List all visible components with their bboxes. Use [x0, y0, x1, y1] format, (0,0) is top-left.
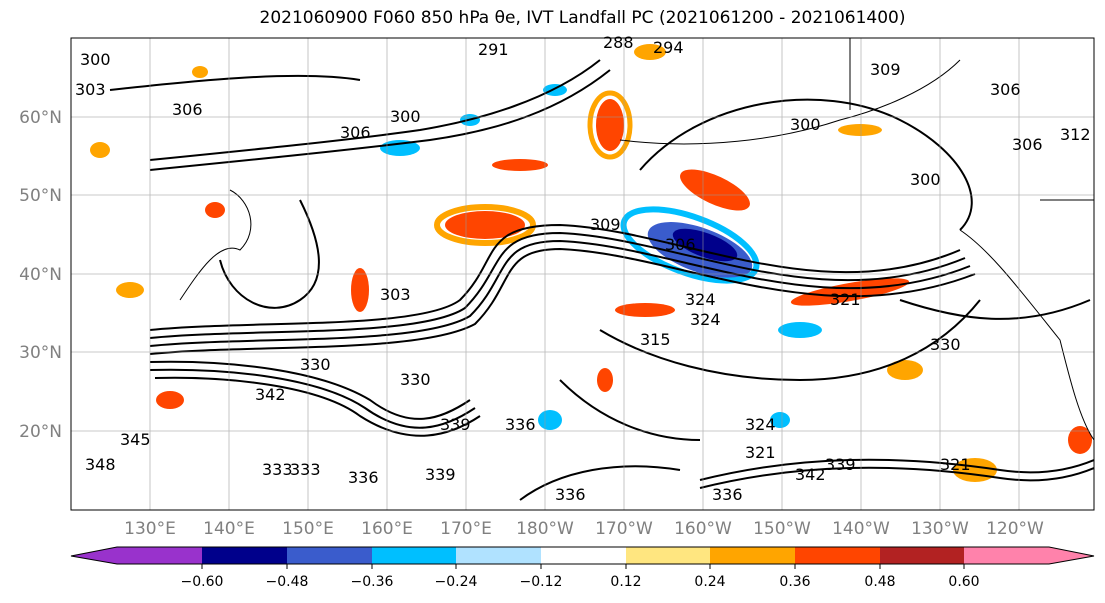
map-frame [70, 37, 1095, 511]
lat-label: 50°N [19, 186, 62, 206]
contour-label: 306 [665, 235, 696, 254]
contour-label: 306 [1012, 135, 1043, 154]
lat-label: 20°N [19, 422, 62, 442]
contour-label: 315 [640, 330, 671, 349]
colorbar-seg-0 [71, 547, 202, 564]
lat-label: 30°N [19, 343, 62, 363]
lon-label: 130°W [911, 519, 969, 539]
contour-label: 324 [685, 290, 716, 309]
contour-label: 339 [825, 455, 856, 474]
colorbar-seg-5 [541, 547, 626, 564]
contour-label: 324 [745, 415, 776, 434]
contour-label: 345 [120, 430, 151, 449]
colorbar-tick-label: 0.48 [864, 574, 895, 590]
latitude-labels: 60°N 50°N 40°N 30°N 20°N [19, 108, 62, 442]
contour-label: 321 [830, 290, 861, 309]
contour-label: 330 [300, 355, 331, 374]
contour-label: 333 [290, 460, 321, 479]
lon-label: 170°E [440, 519, 492, 539]
colorbar-tick-label: 0.36 [779, 574, 810, 590]
colorbar-seg-8 [795, 547, 880, 564]
contour-label: 321 [745, 443, 776, 462]
contour-label: 330 [930, 335, 961, 354]
contour-label-group: 291 288 294 300 303 306 306 300 300 309 … [75, 33, 1091, 504]
lon-label: 170°W [595, 519, 653, 539]
contour-label: 300 [390, 107, 421, 126]
colorbar-seg-2 [287, 547, 372, 564]
contour-label: 306 [990, 80, 1021, 99]
colorbar-tick-label: −0.48 [266, 574, 309, 590]
contour-label: 300 [790, 115, 821, 134]
lon-label: 180°W [516, 519, 574, 539]
colorbar-seg-1 [202, 547, 287, 564]
colorbar: −0.60 −0.48 −0.36 −0.24 −0.12 0.12 0.24 … [70, 546, 1095, 590]
contour-label: 312 [1060, 125, 1091, 144]
colorbar-seg-6 [626, 547, 710, 564]
coastlines [179, 38, 1094, 441]
contour-label: 324 [690, 310, 721, 329]
contour-label: 300 [80, 50, 111, 69]
contour-label: 288 [603, 33, 634, 52]
colorbar-seg-9 [880, 547, 964, 564]
contour-label: 336 [555, 485, 586, 504]
contour-label: 348 [85, 455, 116, 474]
colorbar-tick-label: −0.24 [435, 574, 478, 590]
colorbar-seg-7 [710, 547, 795, 564]
colorbar-outline [70, 546, 1095, 565]
contour-label: 303 [380, 285, 411, 304]
map-title: 2021060900 F060 850 hPa θe, IVT Landfall… [259, 8, 906, 28]
colorbar-tick-label: 0.12 [610, 574, 641, 590]
contour-lines [109, 59, 1094, 501]
contour-label: 342 [795, 465, 826, 484]
colorbar-seg-10 [964, 547, 1094, 564]
lon-label: 140°E [203, 519, 255, 539]
contour-label: 306 [340, 123, 371, 142]
lon-label: 140°W [832, 519, 890, 539]
colorbar-tick-label: −0.36 [351, 574, 394, 590]
lon-label: 150°W [753, 519, 811, 539]
colorbar-seg-3 [372, 547, 456, 564]
contour-label: 309 [870, 60, 901, 79]
lon-label: 150°E [282, 519, 334, 539]
contour-label: 294 [653, 38, 684, 57]
colorbar-tick-label: −0.60 [181, 574, 224, 590]
gridlines [71, 38, 1094, 510]
contour-label: 330 [400, 370, 431, 389]
lon-label: 160°W [674, 519, 732, 539]
contour-label: 309 [590, 215, 621, 234]
lat-label: 40°N [19, 265, 62, 285]
colorbar-tick-label: 0.60 [948, 574, 979, 590]
longitude-labels: 130°E 140°E 150°E 160°E 170°E 180°W 170°… [124, 519, 1044, 539]
colorbar-seg-4 [456, 547, 541, 564]
contour-label: 300 [910, 170, 941, 189]
contour-label: 342 [255, 385, 286, 404]
contour-label: 336 [712, 485, 743, 504]
contour-label: 336 [348, 468, 379, 487]
contour-label: 306 [172, 100, 203, 119]
contour-label: 303 [75, 80, 106, 99]
colorbar-tick-label: −0.12 [520, 574, 563, 590]
contour-label: 291 [478, 40, 509, 59]
colorbar-tick-label: 0.24 [694, 574, 725, 590]
contour-label: 321 [940, 455, 971, 474]
lat-label: 60°N [19, 108, 62, 128]
lon-label: 120°W [986, 519, 1044, 539]
contour-label: 339 [425, 465, 456, 484]
contour-label: 336 [505, 415, 536, 434]
contour-label: 333 [262, 460, 293, 479]
lon-label: 160°E [361, 519, 413, 539]
contour-label: 339 [440, 415, 471, 434]
lon-label: 130°E [124, 519, 176, 539]
